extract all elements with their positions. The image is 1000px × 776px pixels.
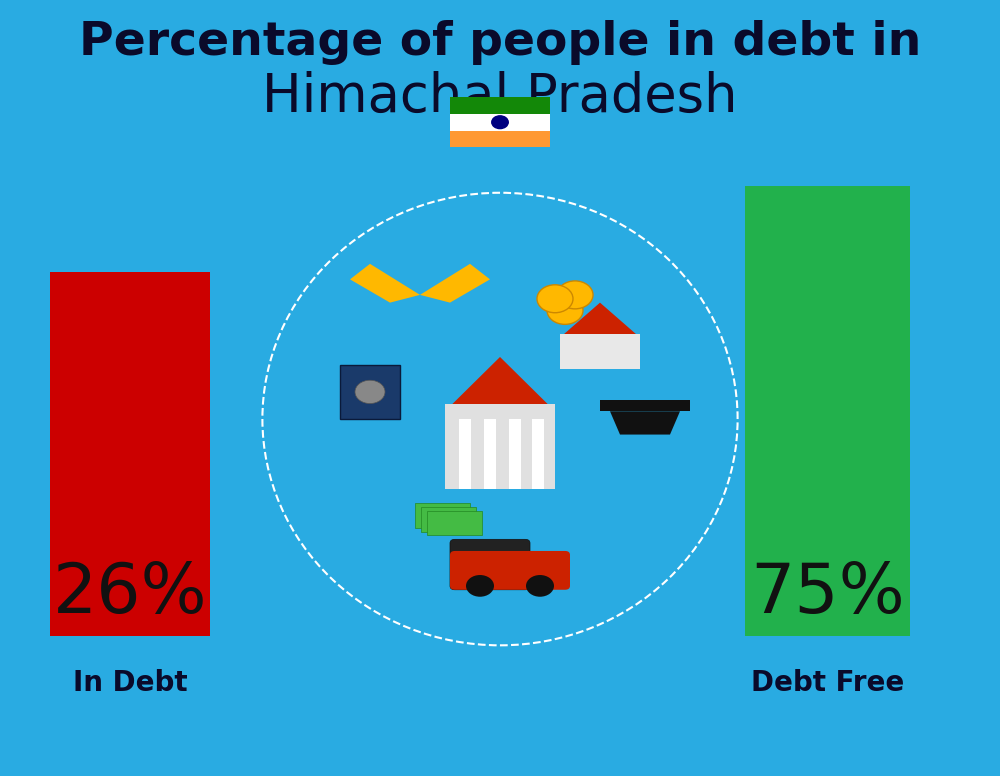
- Circle shape: [537, 285, 573, 313]
- FancyBboxPatch shape: [509, 419, 521, 489]
- FancyBboxPatch shape: [450, 539, 530, 590]
- FancyBboxPatch shape: [484, 419, 496, 489]
- Text: Debt Free: Debt Free: [751, 669, 904, 697]
- FancyBboxPatch shape: [532, 419, 544, 489]
- FancyBboxPatch shape: [560, 334, 640, 369]
- Polygon shape: [350, 264, 420, 303]
- Circle shape: [547, 296, 583, 324]
- FancyBboxPatch shape: [600, 400, 690, 411]
- Text: Percentage of people in debt in: Percentage of people in debt in: [79, 20, 921, 65]
- Text: 75%: 75%: [750, 560, 905, 627]
- FancyBboxPatch shape: [450, 551, 570, 590]
- FancyBboxPatch shape: [745, 186, 910, 636]
- Polygon shape: [560, 303, 640, 338]
- Text: In Debt: In Debt: [73, 669, 187, 697]
- Polygon shape: [420, 264, 490, 303]
- Polygon shape: [610, 411, 680, 435]
- FancyBboxPatch shape: [450, 97, 550, 114]
- Circle shape: [557, 281, 593, 309]
- Text: Himachal Pradesh: Himachal Pradesh: [262, 71, 738, 123]
- Text: 26%: 26%: [53, 560, 207, 627]
- Circle shape: [526, 575, 554, 597]
- FancyBboxPatch shape: [445, 404, 555, 489]
- FancyBboxPatch shape: [415, 503, 470, 528]
- FancyBboxPatch shape: [50, 272, 210, 636]
- FancyBboxPatch shape: [450, 130, 550, 147]
- FancyBboxPatch shape: [450, 114, 550, 130]
- FancyBboxPatch shape: [340, 365, 400, 419]
- FancyBboxPatch shape: [421, 507, 476, 532]
- FancyBboxPatch shape: [427, 511, 482, 535]
- Ellipse shape: [262, 192, 738, 646]
- Circle shape: [355, 380, 385, 404]
- Polygon shape: [445, 357, 555, 411]
- FancyBboxPatch shape: [459, 419, 471, 489]
- Circle shape: [466, 575, 494, 597]
- Circle shape: [492, 116, 508, 129]
